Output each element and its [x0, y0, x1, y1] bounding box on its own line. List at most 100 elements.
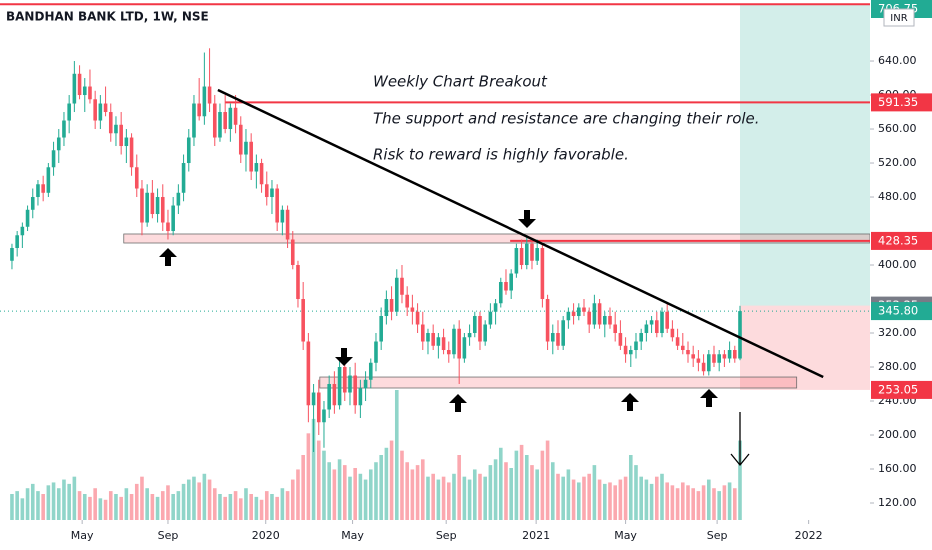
volume-bar [389, 440, 394, 520]
candle-body [618, 333, 623, 346]
candle-body [197, 103, 201, 117]
candle-body [478, 316, 482, 342]
candle-body [36, 184, 40, 198]
volume-bar [467, 479, 472, 520]
volume-bar [30, 483, 35, 520]
volume-bar [509, 468, 513, 520]
volume-bar [384, 447, 389, 520]
volume-bar [363, 479, 368, 520]
volume-bar [649, 483, 654, 520]
candle-body [311, 392, 316, 406]
volume-bar [56, 488, 61, 520]
candle-body [571, 311, 576, 317]
candle-body [270, 188, 274, 198]
up-arrow [700, 389, 718, 407]
volume-bar [670, 485, 675, 520]
volume-bar [556, 473, 560, 520]
volume-bar [405, 462, 409, 520]
candle-body [712, 354, 716, 363]
candle-body [322, 409, 326, 423]
y-tick-label: 280.00 [878, 360, 917, 373]
volume-bar [238, 498, 243, 520]
volume-bar [524, 455, 529, 520]
volume-bar [259, 499, 264, 520]
candle-body [202, 86, 207, 117]
volume-bar [233, 491, 238, 520]
volume-bar [415, 465, 420, 520]
volume-bar [696, 491, 701, 520]
candle-body [524, 243, 529, 266]
volume-bar [550, 462, 555, 520]
candle-body [727, 350, 732, 359]
annotation: The support and resistance are changing … [373, 110, 760, 128]
volume-bar [270, 494, 274, 520]
volume-bar [680, 482, 685, 520]
x-tick-label: Sep [158, 529, 179, 542]
volume-bar [327, 462, 331, 520]
candle-body [296, 265, 300, 300]
candle-body [301, 299, 305, 342]
candle-body [514, 248, 519, 274]
candle-body [457, 328, 461, 359]
candle-body [254, 163, 259, 172]
candle-body [550, 333, 555, 342]
candle-body [108, 112, 113, 134]
candle-body [72, 73, 77, 104]
volume-bar [46, 485, 51, 520]
volume-bar [10, 494, 14, 520]
volume-bar [644, 479, 649, 520]
candle-body [498, 282, 503, 304]
volume-bar [25, 488, 30, 520]
volume-bar [727, 482, 732, 520]
candle-body [665, 311, 669, 329]
price-badge [871, 231, 932, 250]
volume-bar [296, 469, 300, 520]
candle-body [400, 277, 404, 295]
volume-bar [223, 496, 227, 520]
candle-body [171, 205, 175, 232]
candle-body [134, 167, 139, 189]
candle-body [129, 137, 134, 168]
volume-bar [285, 491, 290, 520]
y-tick-label: 400.00 [878, 258, 917, 271]
volume-bar [72, 476, 77, 520]
volume-bar [712, 488, 716, 520]
candle-body [285, 209, 290, 240]
price-badge-label: 345.80 [878, 304, 918, 318]
candle-body [389, 299, 394, 312]
x-tick-label: May [614, 529, 637, 542]
volume-bar [571, 479, 576, 520]
volume-bar [155, 496, 160, 520]
volume-bar [379, 455, 383, 520]
candle-body [540, 248, 545, 300]
volume-bar [452, 473, 456, 520]
candle-body [415, 311, 420, 325]
currency: INR [890, 13, 907, 24]
y-tick-label: 120.00 [878, 496, 917, 509]
candle-body [306, 341, 311, 406]
candle-body [441, 337, 446, 351]
candle-body [410, 307, 415, 312]
candle-body [717, 354, 721, 363]
x-tick-label: May [341, 529, 364, 542]
candle-body [634, 341, 638, 351]
volume-bar [114, 494, 118, 520]
candle-body [706, 354, 711, 372]
axis-bg [870, 0, 932, 550]
candle-body [519, 248, 524, 266]
volume-bar [348, 476, 352, 520]
candle-body [46, 167, 51, 193]
volume-bar [134, 483, 139, 520]
volume-bar [197, 482, 201, 520]
volume-bar [493, 459, 498, 520]
volume-bar [212, 488, 217, 520]
candle-body [509, 273, 513, 291]
volume-bar [254, 496, 259, 520]
candle-body [670, 328, 675, 338]
volume-bar [280, 488, 285, 520]
candle-body [462, 337, 467, 359]
volume-bar [145, 488, 149, 520]
candle-body [150, 192, 155, 215]
down-arrow [518, 210, 536, 228]
